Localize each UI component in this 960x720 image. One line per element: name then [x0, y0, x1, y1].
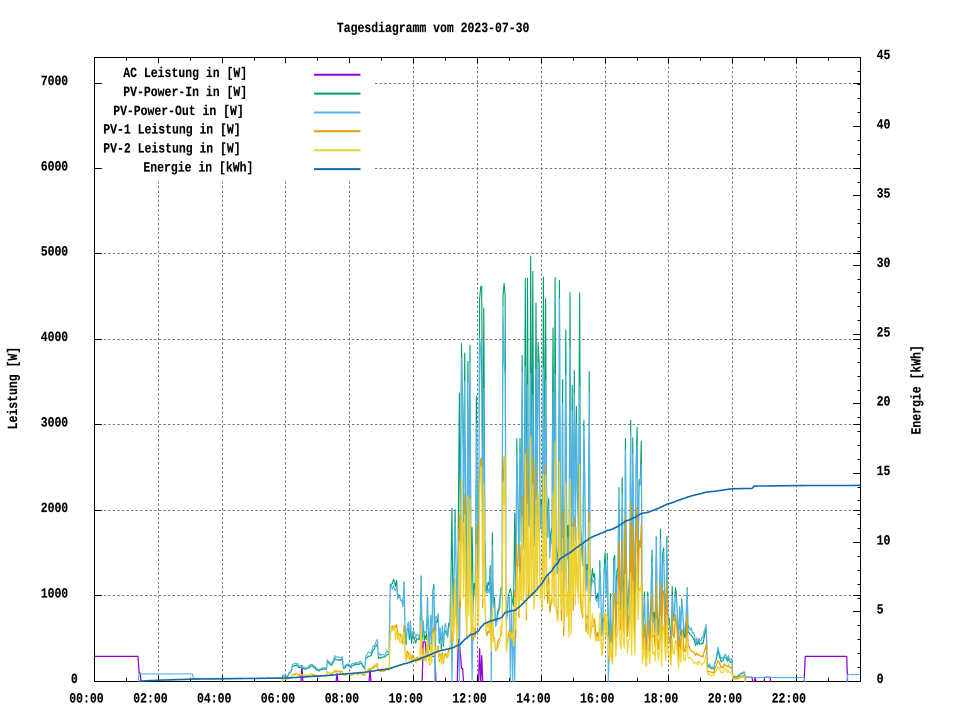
svg-text:0: 0: [71, 672, 78, 688]
svg-text:14:00: 14:00: [516, 692, 550, 708]
svg-text:02:00: 02:00: [133, 692, 167, 708]
svg-text:0: 0: [877, 672, 884, 688]
svg-text:PV-1 Leistung in [W]: PV-1 Leistung in [W]: [103, 123, 241, 139]
svg-text:10:00: 10:00: [389, 692, 423, 708]
svg-text:35: 35: [877, 187, 891, 203]
svg-text:PV-2 Leistung in [W]: PV-2 Leistung in [W]: [103, 142, 241, 158]
svg-text:06:00: 06:00: [261, 692, 295, 708]
svg-text:20:00: 20:00: [708, 692, 742, 708]
svg-text:AC Leistung in [W]: AC Leistung in [W]: [123, 66, 247, 82]
svg-text:5: 5: [877, 603, 884, 619]
svg-text:15: 15: [877, 464, 891, 480]
svg-text:Energie [kWh]: Energie [kWh]: [910, 345, 926, 434]
svg-text:22:00: 22:00: [772, 692, 806, 708]
svg-text:5000: 5000: [41, 245, 68, 261]
svg-text:Tagesdiagramm vom 2023-07-30: Tagesdiagramm vom 2023-07-30: [337, 21, 530, 37]
svg-text:PV-Power-In in [W]: PV-Power-In in [W]: [123, 85, 247, 101]
svg-text:30: 30: [877, 256, 891, 272]
svg-text:00:00: 00:00: [69, 692, 103, 708]
svg-text:10: 10: [877, 533, 891, 549]
svg-text:16:00: 16:00: [580, 692, 614, 708]
svg-text:18:00: 18:00: [644, 692, 678, 708]
svg-text:Leistung [W]: Leistung [W]: [6, 347, 22, 430]
svg-text:1000: 1000: [41, 587, 68, 603]
svg-text:20: 20: [877, 395, 891, 411]
svg-text:7000: 7000: [41, 74, 68, 90]
svg-text:25: 25: [877, 325, 891, 341]
svg-text:PV-Power-Out in [W]: PV-Power-Out in [W]: [113, 104, 244, 120]
svg-text:08:00: 08:00: [325, 692, 359, 708]
svg-text:Energie in [kWh]: Energie in [kWh]: [143, 161, 253, 177]
svg-text:12:00: 12:00: [452, 692, 486, 708]
svg-text:6000: 6000: [41, 159, 68, 175]
svg-text:04:00: 04:00: [197, 692, 231, 708]
svg-text:4000: 4000: [41, 330, 68, 346]
svg-text:2000: 2000: [41, 501, 68, 517]
svg-text:40: 40: [877, 117, 891, 133]
svg-text:45: 45: [877, 48, 891, 64]
svg-text:3000: 3000: [41, 416, 68, 432]
